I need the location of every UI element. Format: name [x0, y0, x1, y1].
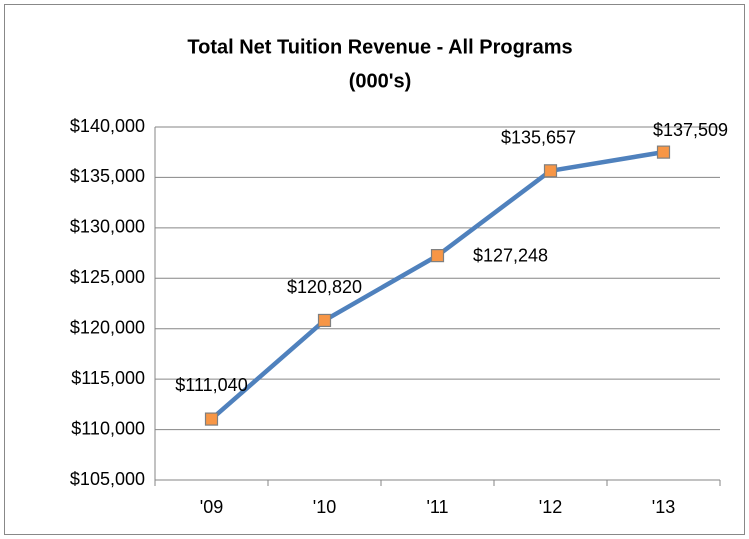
marker: [543, 164, 558, 178]
y-tick-label: $135,000: [70, 166, 145, 186]
data-label: $111,040: [175, 375, 247, 395]
x-tick-label: '09: [200, 497, 223, 517]
chart-title: (000's): [349, 70, 412, 92]
y-tick-label: $120,000: [70, 317, 145, 337]
y-tick-label: $130,000: [70, 217, 145, 237]
x-tick-label: '13: [652, 497, 675, 517]
y-tick-label: $110,000: [71, 418, 145, 438]
chart-border: [4, 4, 745, 535]
marker: [656, 145, 671, 159]
x-tick-label: '11: [426, 497, 448, 517]
data-label: $127,248: [473, 245, 548, 265]
y-tick-label: $125,000: [70, 267, 145, 287]
data-label: $137,509: [653, 120, 728, 140]
x-tick-label: '12: [539, 497, 562, 517]
y-tick-label: $140,000: [70, 116, 145, 136]
data-label: $120,820: [287, 277, 362, 297]
chart-title: Total Net Tuition Revenue - All Programs: [187, 36, 572, 58]
marker: [204, 412, 219, 426]
y-tick-label: $115,000: [71, 368, 145, 388]
y-tick-label: $105,000: [70, 469, 145, 489]
data-label: $135,657: [501, 128, 576, 148]
x-tick-label: '10: [313, 497, 336, 517]
marker: [430, 249, 445, 263]
marker: [317, 313, 332, 328]
